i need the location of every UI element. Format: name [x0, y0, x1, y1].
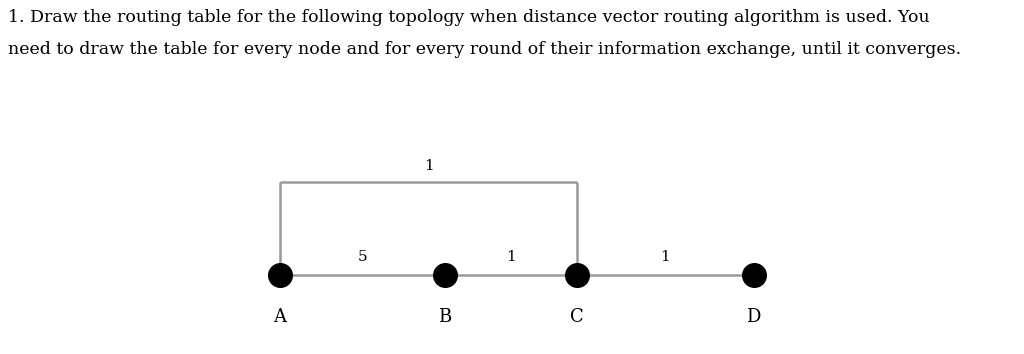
Text: need to draw the table for every node and for every round of their information e: need to draw the table for every node an… [8, 41, 962, 58]
Text: 1: 1 [506, 250, 516, 264]
Text: A: A [273, 308, 287, 326]
Text: D: D [746, 308, 761, 326]
Text: 1: 1 [660, 250, 671, 264]
Text: B: B [438, 308, 452, 326]
Text: 1: 1 [424, 159, 433, 173]
Text: 5: 5 [357, 250, 368, 264]
Text: 1. Draw the routing table for the following topology when distance vector routin: 1. Draw the routing table for the follow… [8, 9, 930, 26]
Text: C: C [570, 308, 584, 326]
